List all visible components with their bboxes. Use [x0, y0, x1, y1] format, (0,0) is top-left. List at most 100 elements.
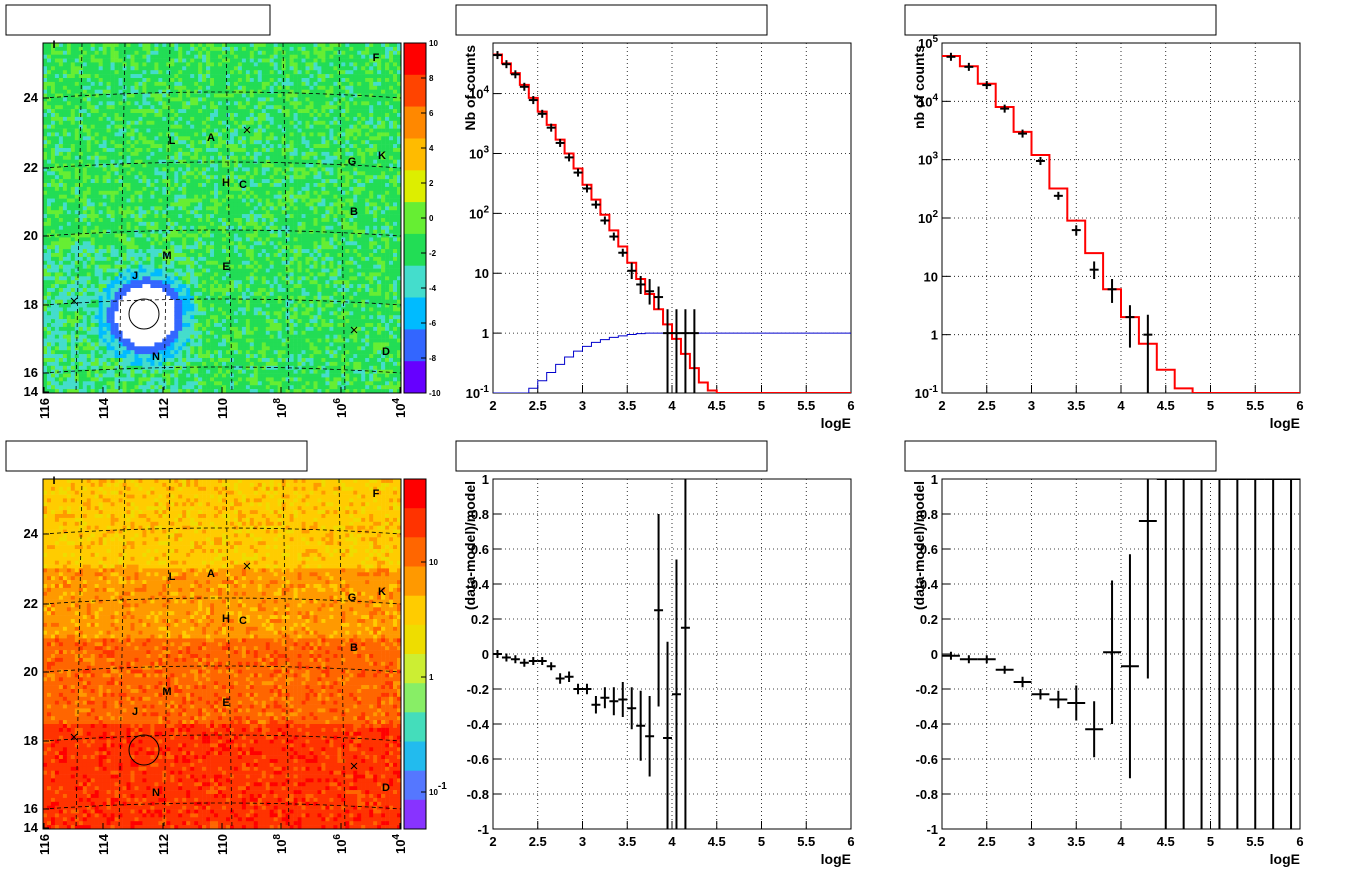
- heatmap-cell: [135, 144, 139, 148]
- heatmap-cell: [218, 358, 222, 362]
- heatmap-cell: [47, 319, 51, 323]
- heatmap-cell: [174, 179, 178, 183]
- heatmap-cell: [55, 191, 59, 195]
- heatmap-cell: [95, 179, 99, 183]
- heatmap-cell: [111, 55, 115, 59]
- heatmap-cell: [91, 350, 95, 354]
- heatmap-cell: [79, 366, 83, 370]
- heatmap-cell: [178, 132, 182, 136]
- heatmap-cell: [158, 160, 162, 164]
- heatmap-cell: [190, 94, 194, 98]
- heatmap-cell: [83, 342, 87, 346]
- heatmap-cell: [194, 206, 198, 210]
- heatmap-cell: [254, 272, 258, 276]
- heatmap-cell: [63, 74, 67, 78]
- heatmap-cell: [142, 206, 146, 210]
- heatmap-cell: [246, 354, 250, 358]
- heatmap-cell: [63, 331, 67, 335]
- heatmap-cell: [135, 265, 139, 269]
- heatmap-cell: [79, 257, 83, 261]
- heatmap-cell: [119, 253, 123, 257]
- heatmap-cell: [71, 82, 75, 86]
- heatmap-cell: [226, 113, 230, 117]
- heatmap-cell: [139, 222, 143, 226]
- heatmap-cell: [95, 132, 99, 136]
- heatmap-cell: [214, 288, 218, 292]
- heatmap-cell: [234, 354, 238, 358]
- heatmap-cell: [99, 199, 103, 203]
- heatmap-cell: [75, 199, 79, 203]
- heatmap-cell: [146, 253, 150, 257]
- heatmap-cell: [87, 175, 91, 179]
- heatmap-cell: [55, 167, 59, 171]
- heatmap-cell: [230, 82, 234, 86]
- heatmap-cell: [218, 362, 222, 366]
- heatmap-cell: [146, 241, 150, 245]
- heatmap-cell: [71, 132, 75, 136]
- heatmap-cell: [202, 300, 206, 304]
- heatmap-cell: [87, 218, 91, 222]
- heatmap-cell: [214, 241, 218, 245]
- heatmap-cell: [55, 171, 59, 175]
- heatmap-cell: [146, 358, 150, 362]
- heatmap-cell: [190, 339, 194, 343]
- heatmap-cell: [119, 237, 123, 241]
- heatmap-cell: [71, 191, 75, 195]
- heatmap-cell: [178, 74, 182, 78]
- heatmap-cell: [103, 272, 107, 276]
- heatmap-cell: [103, 199, 107, 203]
- heatmap-cell: [254, 66, 258, 70]
- heatmap-cell: [186, 381, 190, 385]
- heatmap-cell: [170, 191, 174, 195]
- heatmap-cell: [103, 362, 107, 366]
- heatmap-cell: [242, 234, 246, 238]
- heatmap-cell: [182, 269, 186, 273]
- heatmap-cell: [79, 245, 83, 249]
- heatmap-cell: [210, 144, 214, 148]
- heatmap-cell: [55, 43, 59, 47]
- heatmap-cell: [202, 377, 206, 381]
- heatmap-cell: [194, 234, 198, 238]
- heatmap-cell: [55, 230, 59, 234]
- heatmap-cell: [75, 160, 79, 164]
- heatmap-cell: [186, 237, 190, 241]
- heatmap-cell: [258, 234, 262, 238]
- heatmap-cell: [198, 272, 202, 276]
- heatmap-cell: [250, 94, 254, 98]
- heatmap-cell: [51, 245, 55, 249]
- heatmap-cell: [91, 195, 95, 199]
- heatmap-cell: [59, 78, 63, 82]
- heatmap-cell: [75, 132, 79, 136]
- heatmap-cell: [194, 210, 198, 214]
- heatmap-cell: [186, 261, 190, 265]
- heatmap-cell: [91, 109, 95, 113]
- heatmap-cell: [246, 202, 250, 206]
- heatmap-cell: [174, 59, 178, 63]
- heatmap-cell: [242, 253, 246, 257]
- heatmap-cell: [43, 358, 47, 362]
- heatmap-cell: [99, 152, 103, 156]
- heatmap-cell: [142, 171, 146, 175]
- heatmap-cell: [170, 199, 174, 203]
- heatmap-cell: [190, 237, 194, 241]
- heatmap-cell: [258, 304, 262, 308]
- heatmap-cell: [218, 237, 222, 241]
- heatmap-cell: [47, 327, 51, 331]
- heatmap-cell: [51, 144, 55, 148]
- heatmap-cell: [115, 206, 119, 210]
- heatmap-cell: [258, 171, 262, 175]
- heatmap-cell: [55, 245, 59, 249]
- heatmap-cell: [95, 381, 99, 385]
- heatmap-cell: [154, 381, 158, 385]
- heatmap-cell: [186, 346, 190, 350]
- heatmap-cell: [246, 319, 250, 323]
- heatmap-cell: [146, 288, 150, 292]
- heatmap-cell: [146, 377, 150, 381]
- heatmap-cell: [238, 66, 242, 70]
- heatmap-cell: [214, 358, 218, 362]
- heatmap-cell: [190, 331, 194, 335]
- heatmap-cell: [238, 51, 242, 55]
- heatmap-cell: [83, 179, 87, 183]
- heatmap-cell: [190, 249, 194, 253]
- heatmap-cell: [47, 113, 51, 117]
